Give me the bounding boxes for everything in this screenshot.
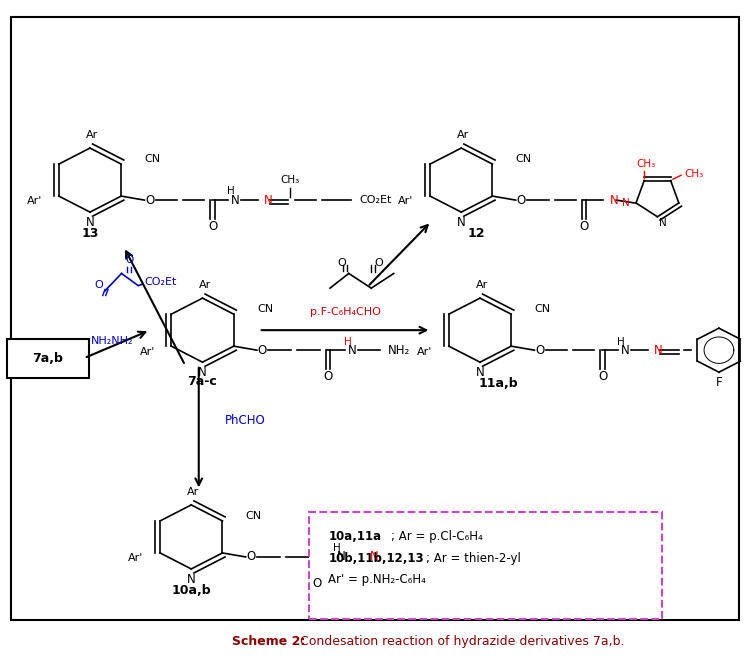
Text: 10a,b: 10a,b	[172, 584, 211, 596]
Text: Ar: Ar	[86, 131, 98, 140]
Text: O: O	[145, 193, 154, 207]
Text: ; Ar = p.Cl-C₆H₄: ; Ar = p.Cl-C₆H₄	[391, 530, 482, 544]
Text: N: N	[622, 198, 630, 208]
Text: H: H	[616, 337, 625, 346]
Text: N: N	[659, 219, 667, 228]
Text: 10b,11b,12,13: 10b,11b,12,13	[328, 552, 424, 565]
Text: O: O	[124, 255, 134, 265]
Text: 7a,b: 7a,b	[32, 352, 64, 365]
Text: Ar': Ar'	[398, 197, 414, 206]
Text: O: O	[579, 220, 589, 233]
Text: O: O	[312, 577, 322, 590]
Text: 13: 13	[81, 227, 99, 239]
Text: CO₂Et: CO₂Et	[144, 277, 176, 287]
Text: N: N	[337, 550, 345, 564]
Text: NH₂: NH₂	[388, 344, 410, 357]
Text: PhCHO: PhCHO	[225, 414, 266, 427]
Text: N: N	[621, 344, 629, 357]
Text: O: O	[535, 344, 544, 357]
Text: Ar' = p.NH₂-C₆H₄: Ar' = p.NH₂-C₆H₄	[328, 573, 426, 586]
Text: N: N	[370, 550, 379, 564]
Text: CN: CN	[246, 511, 262, 520]
Text: O: O	[246, 550, 256, 564]
Text: ; Ar = thien-2-yl: ; Ar = thien-2-yl	[426, 552, 520, 565]
Text: CN: CN	[257, 304, 273, 313]
FancyBboxPatch shape	[8, 339, 88, 378]
Text: Ar': Ar'	[140, 347, 155, 356]
Text: p.F-C₆H₄CHO: p.F-C₆H₄CHO	[310, 307, 380, 317]
Text: N: N	[86, 216, 94, 229]
Text: Ar': Ar'	[27, 197, 43, 206]
Text: CH₃: CH₃	[636, 159, 656, 169]
Text: O: O	[516, 193, 526, 207]
Text: Condesation reaction of hydrazide derivatives 7a,b.: Condesation reaction of hydrazide deriva…	[296, 635, 625, 648]
Text: O: O	[257, 344, 267, 357]
Text: N: N	[610, 193, 618, 207]
Text: N: N	[231, 193, 239, 207]
Text: CH₃: CH₃	[684, 169, 703, 179]
Text: O: O	[323, 370, 333, 384]
Text: Ar: Ar	[476, 281, 488, 290]
Text: 12: 12	[467, 227, 485, 239]
Text: N: N	[654, 344, 662, 357]
Text: O: O	[598, 370, 608, 384]
Text: O: O	[208, 220, 218, 233]
Text: CN: CN	[516, 154, 532, 163]
Text: H: H	[344, 337, 352, 346]
Text: Ar: Ar	[188, 488, 200, 497]
Text: H: H	[332, 544, 340, 553]
Text: N: N	[198, 366, 207, 380]
FancyBboxPatch shape	[11, 17, 739, 620]
Text: H: H	[226, 187, 235, 196]
Text: O: O	[94, 281, 104, 290]
Text: NH₂NH₂: NH₂NH₂	[92, 336, 134, 346]
Text: O: O	[337, 259, 346, 268]
Text: N: N	[457, 216, 466, 229]
Text: N: N	[187, 573, 196, 586]
Text: N: N	[476, 366, 484, 380]
Text: CO₂Et: CO₂Et	[359, 195, 392, 205]
Text: Ar: Ar	[199, 281, 211, 290]
Text: O: O	[374, 259, 383, 268]
Text: Ar: Ar	[458, 131, 470, 140]
Text: 7a-c: 7a-c	[188, 375, 218, 388]
Text: N: N	[264, 193, 272, 207]
Text: N: N	[348, 344, 356, 357]
Text: Scheme 2:: Scheme 2:	[232, 635, 306, 648]
Text: CN: CN	[145, 154, 160, 163]
Text: Ar': Ar'	[128, 554, 144, 563]
Text: 10a,11a: 10a,11a	[328, 530, 382, 544]
Text: F: F	[716, 376, 722, 390]
Text: CN: CN	[535, 304, 550, 313]
FancyBboxPatch shape	[309, 512, 662, 619]
Text: CH₃: CH₃	[280, 175, 299, 185]
Text: Ar': Ar'	[417, 347, 433, 356]
Text: 11a,b: 11a,b	[479, 377, 518, 390]
